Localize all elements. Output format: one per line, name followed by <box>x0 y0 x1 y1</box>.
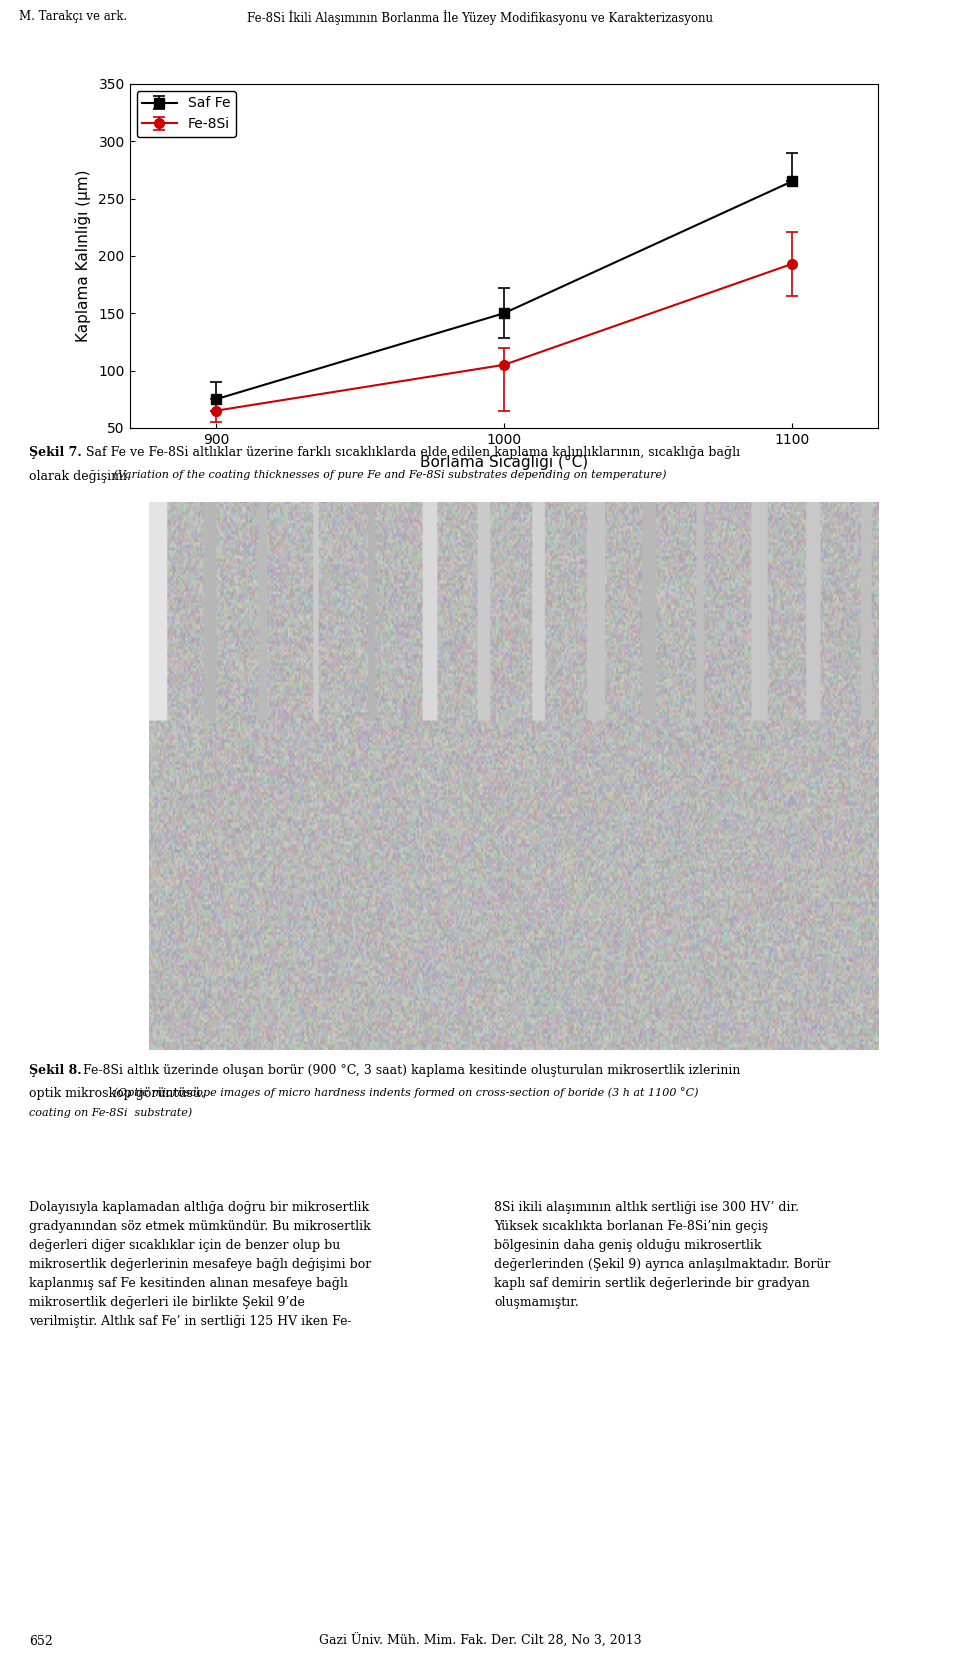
Text: optik mikroskop görüntüsü.: optik mikroskop görüntüsü. <box>29 1087 204 1101</box>
Text: Şekil 8.: Şekil 8. <box>29 1064 82 1077</box>
Text: (Variation of the coating thicknesses of pure Fe and Fe-8Si substrates depending: (Variation of the coating thicknesses of… <box>110 470 667 480</box>
X-axis label: Borlama Sıcağlığı (°C): Borlama Sıcağlığı (°C) <box>420 453 588 470</box>
Text: 652: 652 <box>29 1634 53 1648</box>
Y-axis label: Kaplama Kalınlığı (μm): Kaplama Kalınlığı (μm) <box>76 169 91 342</box>
Text: coating on Fe-8Si  substrate): coating on Fe-8Si substrate) <box>29 1107 192 1118</box>
Legend: Saf Fe, Fe-8Si: Saf Fe, Fe-8Si <box>136 91 236 138</box>
Text: Fe-8Si altlık üzerinde oluşan borür (900 °C, 3 saat) kaplama kesitinde oluşturul: Fe-8Si altlık üzerinde oluşan borür (900… <box>79 1064 740 1077</box>
Text: Saf Fe ve Fe-8Si altlıklar üzerine farklı sıcaklıklarda elde edilen kaplama kalı: Saf Fe ve Fe-8Si altlıklar üzerine farkl… <box>82 446 740 460</box>
Text: M. Tarakçı ve ark.: M. Tarakçı ve ark. <box>19 10 128 23</box>
Text: 8Si ikili alaşımının altlık sertliği ise 300 HV’ dir.
Yüksek sıcaklıkta borlanan: 8Si ikili alaşımının altlık sertliği ise… <box>494 1201 830 1309</box>
Text: Şekil 7.: Şekil 7. <box>29 446 82 460</box>
Text: Dolayısıyla kaplamadan altlığa doğru bir mikrosertlik
gradyanından söz etmek müm: Dolayısıyla kaplamadan altlığa doğru bir… <box>29 1201 372 1329</box>
Text: Gazi Üniv. Müh. Mim. Fak. Der. Cilt 28, No 3, 2013: Gazi Üniv. Müh. Mim. Fak. Der. Cilt 28, … <box>319 1634 641 1648</box>
Text: (Optic microscope images of micro hardness indents formed on cross-section of bo: (Optic microscope images of micro hardne… <box>110 1087 699 1097</box>
Text: olarak değişimi.: olarak değişimi. <box>29 470 131 483</box>
Text: Fe-8Si İkili Alaşımının Borlanma İle Yüzey Modifikasyonu ve Karakterizasyonu: Fe-8Si İkili Alaşımının Borlanma İle Yüz… <box>247 10 713 25</box>
